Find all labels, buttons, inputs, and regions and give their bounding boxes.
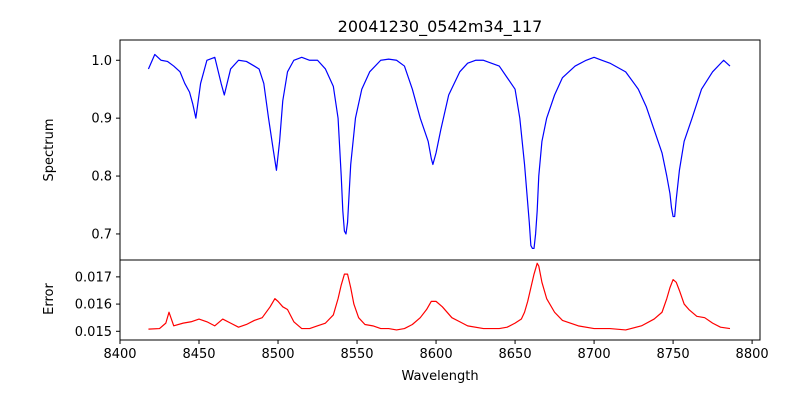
xtick-label: 8750 (657, 347, 690, 362)
chart-title: 20041230_0542m34_117 (338, 17, 543, 37)
error-panel: Error 0.015 0.016 0.017 8400 8450 8500 8550 86… (42, 259, 769, 384)
xtick-label: 8550 (340, 347, 373, 362)
spectrum-ytick-label: 0.9 (91, 112, 112, 127)
error-ytick-label: 0.017 (75, 270, 112, 285)
error-axes-frame (119, 259, 761, 341)
x-axis-ticks: 8400 8450 8500 8550 8600 8650 8700 8750 8800 (103, 340, 769, 362)
xtick-label: 8800 (736, 347, 769, 362)
y-axis-ticks-error: 0.015 0.016 0.017 (75, 270, 120, 340)
xtick-label: 8600 (420, 347, 453, 362)
spectrum-panel: 20041230_0542m34_117 Spectrum 0.7 0.8 0.9 1… (42, 17, 761, 261)
xtick-label: 8400 (103, 347, 136, 362)
spectrum-series-line (147, 53, 731, 250)
spectrum-ytick-label: 1.0 (91, 54, 112, 69)
xtick-label: 8450 (182, 347, 215, 362)
xtick-label: 8650 (499, 347, 532, 362)
y-axis-ticks-spectrum: 0.7 0.8 0.9 1.0 (91, 54, 120, 242)
y-axis-label-error: Error (42, 283, 57, 315)
xtick-label: 8700 (578, 347, 611, 362)
error-ytick-label: 0.016 (75, 298, 112, 313)
y-axis-label-spectrum: Spectrum (42, 119, 57, 182)
error-series-line (148, 262, 731, 331)
xtick-label: 8500 (261, 347, 294, 362)
error-ytick-label: 0.015 (75, 325, 112, 340)
spectrum-ytick-label: 0.7 (91, 227, 112, 242)
spectrum-ytick-label: 0.8 (91, 170, 112, 185)
x-axis-label: Wavelength (401, 369, 478, 384)
